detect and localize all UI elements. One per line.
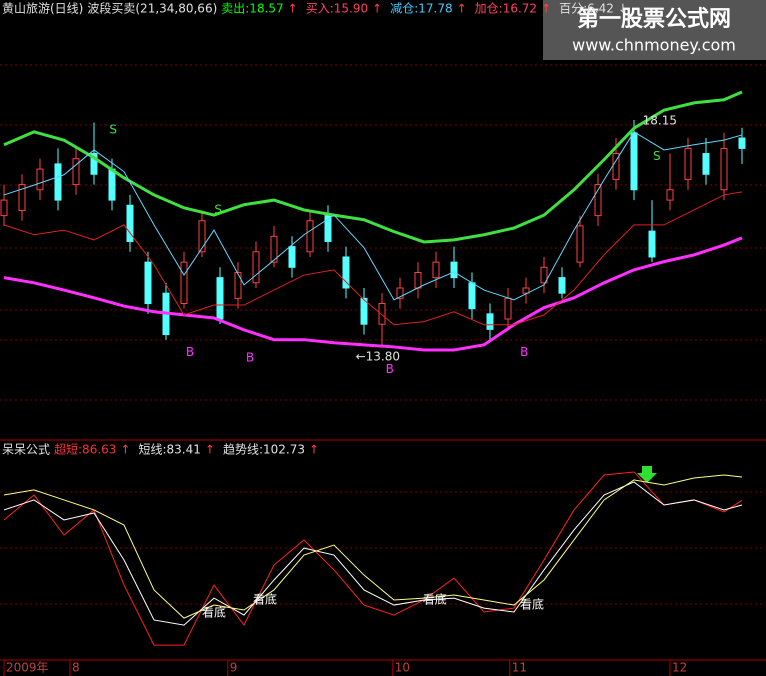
header-label: 百分:6.42 bbox=[559, 2, 614, 16]
candle-body bbox=[198, 220, 206, 253]
x-tick-label: 9 bbox=[230, 661, 238, 675]
candle-body bbox=[468, 282, 476, 310]
series-line bbox=[3, 191, 743, 326]
annotation: ←13.80 bbox=[356, 349, 400, 363]
candle-body bbox=[558, 277, 566, 294]
annotation: B bbox=[186, 345, 194, 359]
annotation: S bbox=[653, 149, 661, 163]
x-tick-label: 11 bbox=[512, 661, 527, 675]
candle-body bbox=[270, 235, 278, 263]
watermark-box bbox=[543, 0, 766, 60]
candle-body bbox=[126, 204, 134, 242]
x-tick-label: 12 bbox=[672, 661, 687, 675]
header-label: 卖出:18.57 bbox=[221, 2, 283, 16]
candle-body bbox=[720, 147, 728, 191]
header-label: ↑ bbox=[457, 2, 467, 16]
candle-body bbox=[594, 184, 602, 217]
candle-body bbox=[432, 261, 440, 279]
x-tick-label: 2009年 bbox=[6, 661, 49, 675]
watermark-title: 第一股票公式网 bbox=[577, 6, 731, 32]
annotation: 看底 bbox=[423, 591, 447, 606]
candle-body bbox=[378, 303, 386, 325]
candle-body bbox=[288, 246, 296, 268]
annotation: 看底 bbox=[520, 597, 544, 612]
candle-body bbox=[522, 287, 530, 294]
candle-body bbox=[702, 153, 710, 175]
candle-body bbox=[666, 189, 674, 201]
candle-body bbox=[360, 297, 368, 325]
annotation: S bbox=[109, 122, 117, 136]
candle-body bbox=[576, 225, 584, 263]
candle-body bbox=[450, 261, 458, 279]
candle-body bbox=[54, 163, 62, 201]
header-label: ↓ bbox=[618, 2, 628, 16]
candle-body bbox=[540, 266, 548, 284]
x-tick-label: 8 bbox=[72, 661, 80, 675]
series-line bbox=[3, 481, 743, 626]
series-line bbox=[3, 131, 743, 301]
annotation: 18.15 bbox=[643, 113, 677, 127]
candle-body bbox=[36, 168, 44, 191]
candle-body bbox=[0, 199, 8, 217]
candle-body bbox=[180, 261, 188, 305]
header-label: ↑ bbox=[372, 2, 382, 16]
candle-body bbox=[504, 297, 512, 320]
header-label: 黄山旅游(日线) bbox=[2, 2, 83, 16]
annotation: 看底 bbox=[202, 604, 226, 619]
series-line bbox=[3, 236, 743, 352]
candle-body bbox=[396, 287, 404, 299]
candle-body bbox=[90, 153, 98, 175]
annotation: B bbox=[246, 350, 254, 364]
candle-body bbox=[306, 220, 314, 253]
header-label: 超短:86.63 bbox=[54, 442, 116, 457]
candle-body bbox=[684, 147, 692, 180]
header-label: 买入:15.90 bbox=[306, 2, 368, 16]
x-tick-label: 10 bbox=[395, 661, 410, 675]
header-label: 短线:83.41 bbox=[138, 443, 200, 457]
candle-body bbox=[324, 215, 332, 242]
annotation: S bbox=[214, 202, 222, 216]
signal-arrow bbox=[637, 466, 657, 483]
candle-body bbox=[612, 153, 620, 180]
annotation: 看底 bbox=[253, 591, 277, 606]
header-label: ↑ bbox=[205, 443, 215, 457]
candle-body bbox=[72, 158, 80, 186]
candle-body bbox=[216, 277, 224, 320]
series-line bbox=[3, 474, 743, 619]
candle-body bbox=[234, 271, 242, 299]
header-label: ↑ bbox=[309, 443, 319, 457]
candle-body bbox=[342, 256, 350, 289]
candle-body bbox=[630, 132, 638, 191]
annotation: B bbox=[386, 362, 394, 376]
header-label: ↑ bbox=[541, 2, 551, 16]
watermark: 第一股票公式网 www.chnmoney.com bbox=[543, 0, 766, 60]
candle-body bbox=[486, 313, 494, 330]
annotation: B bbox=[520, 345, 528, 359]
header-label: 加仓:16.72 bbox=[475, 2, 537, 16]
header-label: ↑ bbox=[120, 443, 130, 457]
header-label: 波段买卖(21,34,80,66) bbox=[87, 1, 217, 16]
series-line bbox=[3, 471, 743, 646]
header-label: ↑ bbox=[288, 2, 298, 16]
candle-body bbox=[738, 137, 746, 149]
candle-body bbox=[648, 230, 656, 258]
header-label: 呆呆公式 bbox=[2, 443, 50, 457]
candle-body bbox=[252, 251, 260, 284]
header-label: 减仓:17.78 bbox=[390, 2, 452, 16]
candle-body bbox=[18, 184, 26, 211]
candle-body bbox=[144, 261, 152, 305]
watermark-url: www.chnmoney.com bbox=[572, 36, 736, 55]
candle-body bbox=[108, 168, 116, 201]
header-label: 趋势线:102.73 bbox=[223, 443, 305, 457]
candle-body bbox=[414, 271, 422, 289]
